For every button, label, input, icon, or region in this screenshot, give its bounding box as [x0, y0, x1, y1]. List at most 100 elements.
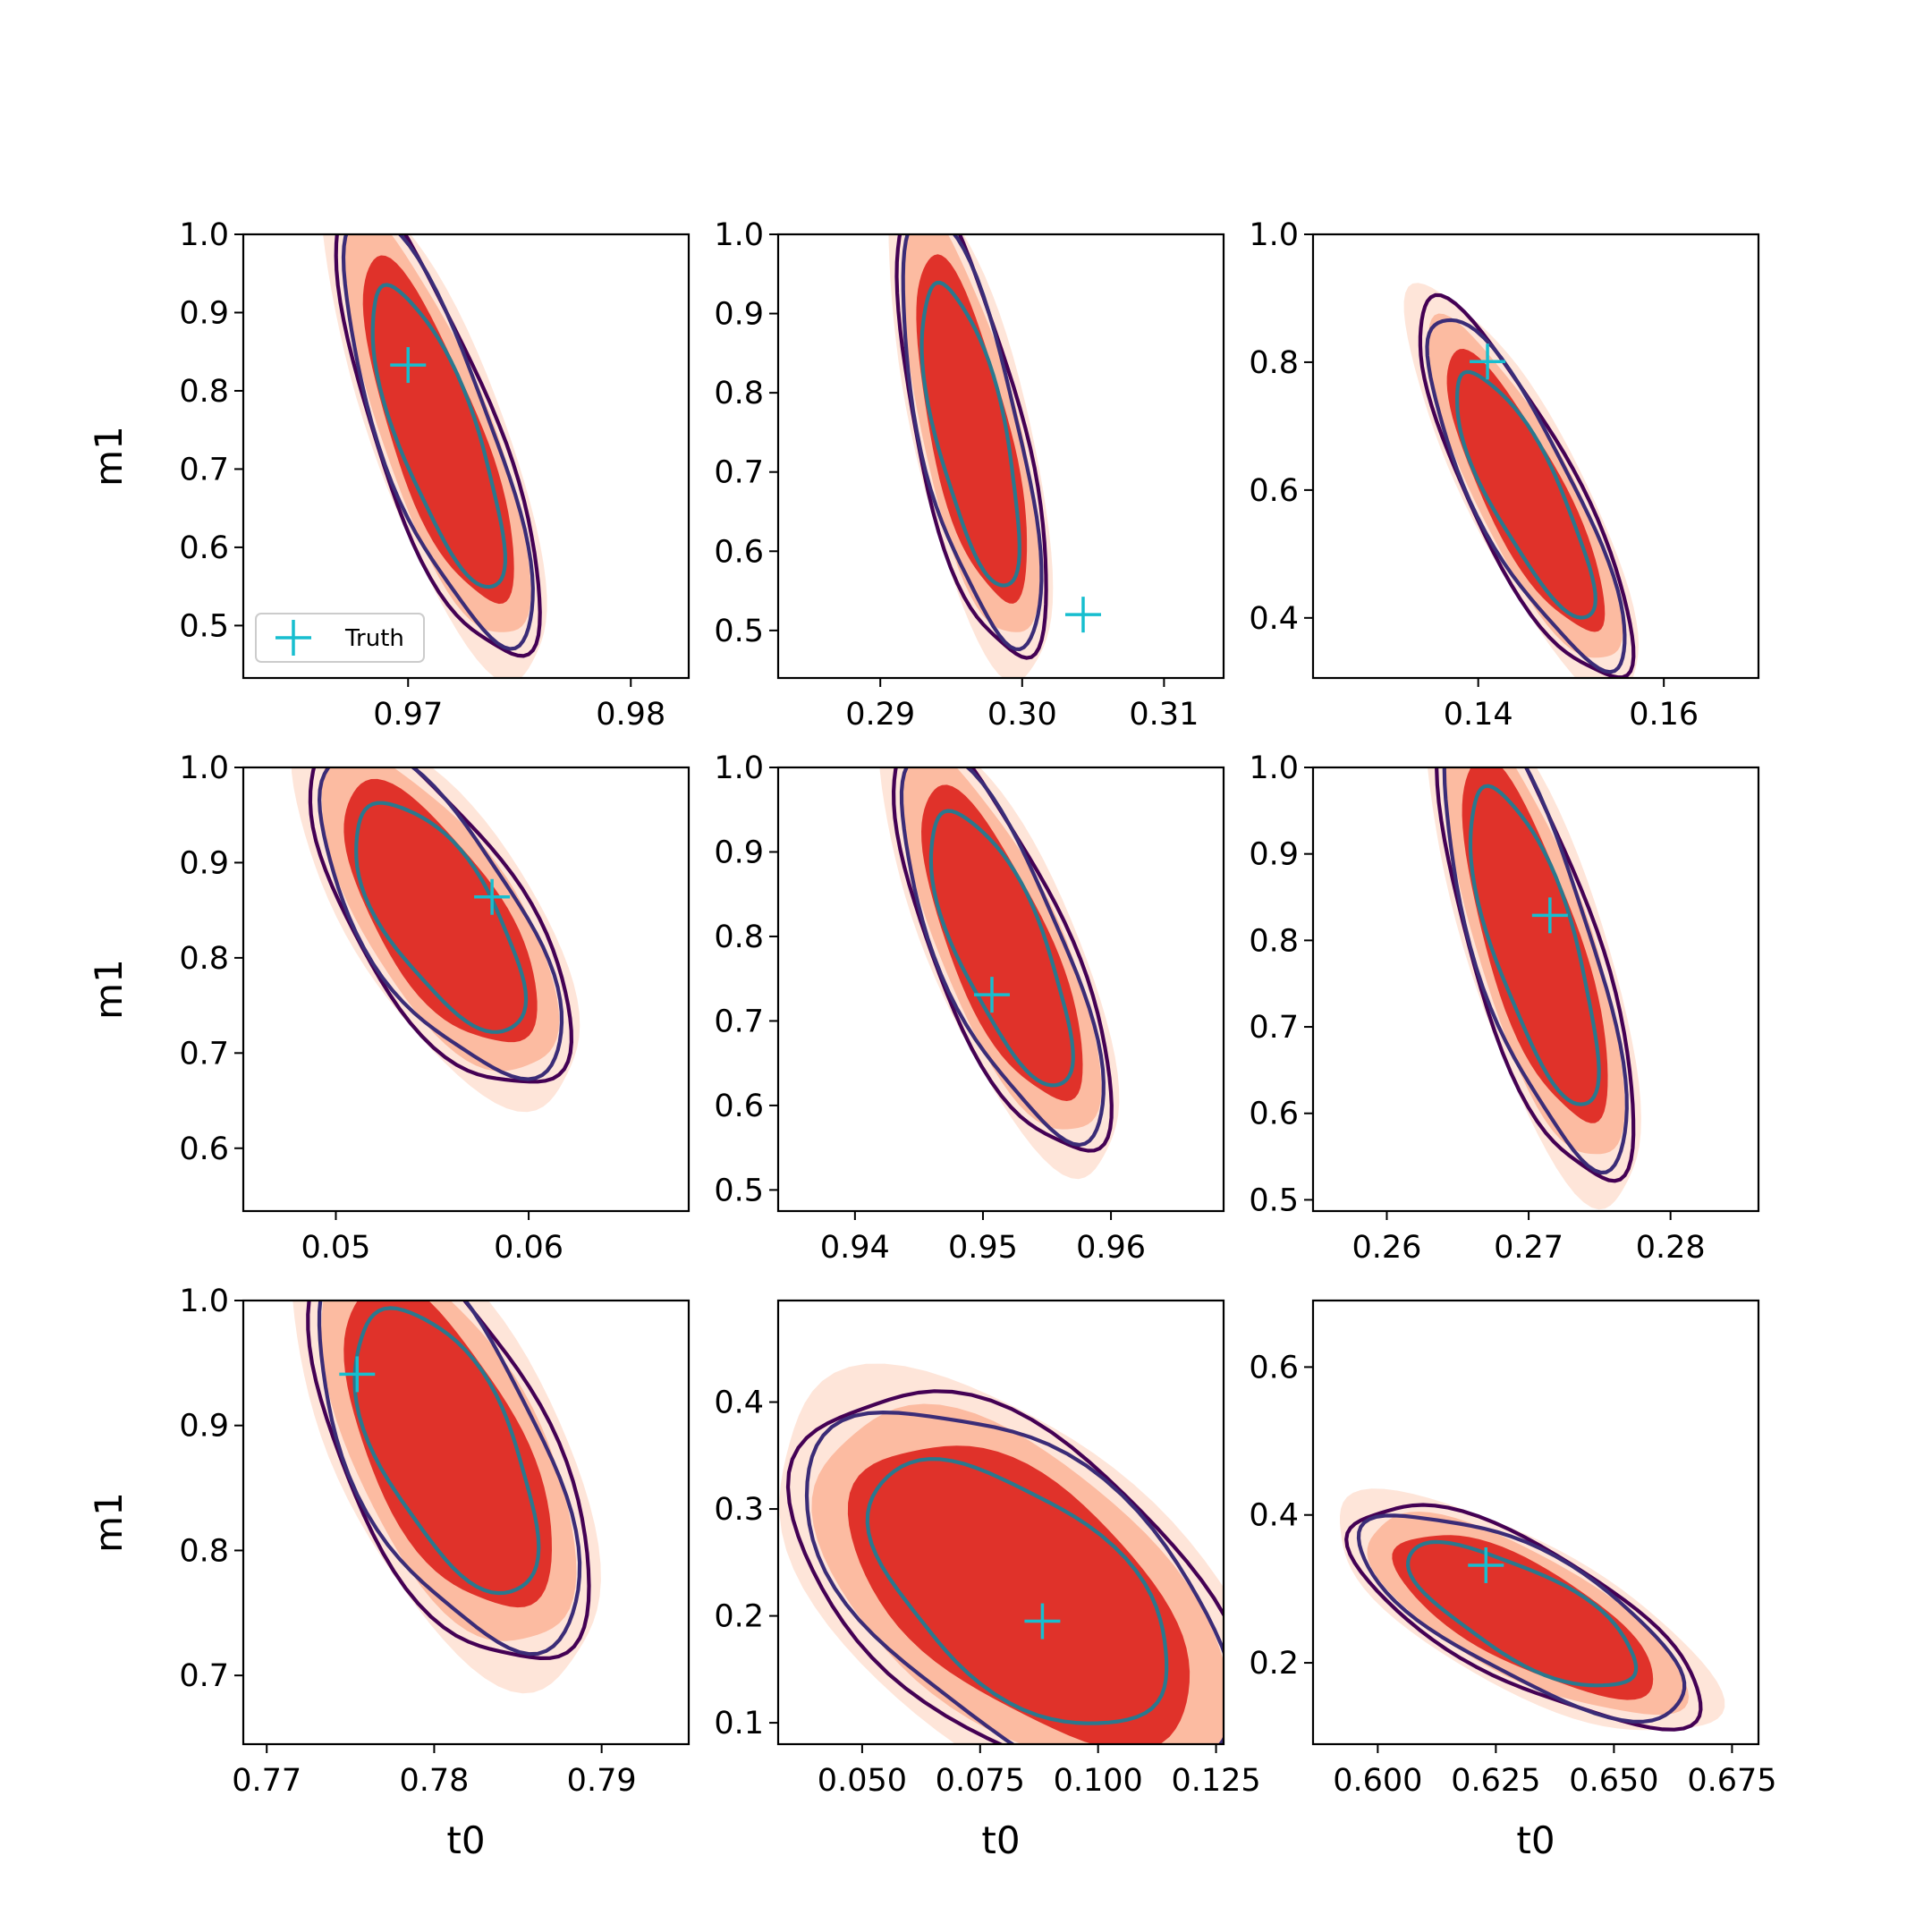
- y-tick-label: 0.4: [1249, 601, 1299, 637]
- subplot-6: 0.26 0.27 0.28 0.5 0.6 0.7 0.8 0.9 1.0: [1249, 750, 1760, 1266]
- subplot-9: 0.600 0.625 0.650 0.675 0.2 0.4 0.6 t0: [1249, 1299, 1777, 1862]
- y-tick-label: 0.4: [714, 1385, 764, 1421]
- y-tick-label: 1.0: [714, 750, 764, 786]
- y-tick-label: 0.5: [179, 608, 229, 644]
- axes-frame: [1311, 766, 1760, 1213]
- subplot-4: 0.05 0.06 0.6 0.7 0.8 0.9 1.0 m1: [87, 750, 691, 1266]
- contour-group: [888, 234, 1054, 678]
- y-tick-label: 0.5: [714, 614, 764, 649]
- axes-frame: [242, 233, 691, 680]
- x-tick-label: 0.77: [232, 1763, 301, 1799]
- truth-marker: [474, 878, 511, 915]
- contour-line-mid: [804, 1411, 1224, 1744]
- x-tick-label: 0.050: [818, 1763, 907, 1799]
- density-fill-inner: [1462, 767, 1608, 1123]
- y-tick-label: 0.1: [714, 1706, 764, 1741]
- y-tick-label: 0.9: [714, 835, 764, 870]
- legend-label: Truth: [344, 625, 404, 652]
- x-axis-label: t0: [1516, 1818, 1555, 1862]
- x-tick-label: 0.96: [1076, 1230, 1146, 1266]
- y-tick-label: 0.9: [714, 297, 764, 333]
- x-tick-label: 0.650: [1569, 1763, 1658, 1799]
- y-tick-label: 0.7: [714, 455, 764, 491]
- y-tick-label: 0.7: [179, 452, 229, 487]
- x-tick-label: 0.600: [1333, 1763, 1422, 1799]
- contour-line-mid: [341, 234, 535, 651]
- y-tick-label: 0.6: [714, 534, 764, 570]
- truth-marker: [1064, 597, 1101, 633]
- contour-line-inner: [919, 280, 1021, 588]
- y-tick-label: 0.4: [1249, 1498, 1299, 1534]
- x-tick-label: 0.28: [1636, 1230, 1706, 1266]
- contour-line-mid: [1356, 1513, 1687, 1724]
- x-tick-label: 0.05: [301, 1230, 371, 1266]
- contour-line-mid: [899, 767, 1106, 1148]
- density-fill-inner: [916, 254, 1028, 604]
- truth-marker: [1470, 343, 1506, 380]
- x-tick-label: 0.97: [373, 697, 443, 733]
- y-tick-label: 0.6: [179, 1131, 229, 1167]
- y-tick-label: 1.0: [179, 1284, 229, 1319]
- x-axis-label: t0: [981, 1818, 1020, 1862]
- truth-marker: [973, 977, 1010, 1013]
- y-axis-label: m1: [87, 1492, 131, 1553]
- y-tick-label: 0.8: [179, 1533, 229, 1569]
- x-tick-label: 0.98: [596, 697, 665, 733]
- y-tick-label: 1.0: [179, 750, 229, 786]
- y-tick-label: 0.9: [179, 845, 229, 881]
- y-tick-label: 0.6: [714, 1089, 764, 1124]
- contour-line-mid: [1425, 318, 1627, 674]
- axes-frame: [776, 233, 1225, 680]
- y-tick-label: 0.2: [714, 1599, 764, 1635]
- x-tick-label: 0.625: [1451, 1763, 1540, 1799]
- density-fill-inner: [1446, 349, 1606, 632]
- y-tick-label: 0.6: [1249, 1097, 1299, 1132]
- y-tick-label: 0.6: [1249, 473, 1299, 509]
- y-tick-label: 0.8: [179, 941, 229, 977]
- subplot-3: 0.14 0.16 0.4 0.6 0.8 1.0: [1249, 217, 1760, 733]
- density-fill-inner: [343, 778, 538, 1043]
- y-tick-label: 0.7: [179, 1658, 229, 1694]
- y-tick-label: 0.7: [714, 1004, 764, 1039]
- y-tick-label: 0.6: [1249, 1350, 1299, 1385]
- contour-line-inner: [1468, 784, 1601, 1106]
- x-tick-label: 0.94: [820, 1230, 890, 1266]
- contour-group: [1403, 283, 1639, 678]
- truth-marker: [1531, 897, 1568, 934]
- contour-line-inner: [865, 1457, 1169, 1725]
- x-tick-label: 0.78: [399, 1763, 469, 1799]
- subplot-2: 0.29 0.30 0.31 0.5 0.6 0.7 0.8 0.9 1.0: [714, 217, 1225, 733]
- contour-group: [779, 1363, 1224, 1744]
- contour-line-inner: [1406, 1539, 1639, 1688]
- y-tick-label: 0.9: [179, 295, 229, 331]
- density-fill-inner: [847, 1445, 1191, 1744]
- legend: Truth: [255, 613, 425, 663]
- x-tick-label: 0.06: [494, 1230, 564, 1266]
- x-tick-label: 0.16: [1629, 697, 1699, 733]
- y-tick-label: 0.5: [1249, 1182, 1299, 1218]
- x-tick-label: 0.31: [1129, 697, 1199, 733]
- y-tick-label: 0.8: [714, 376, 764, 411]
- x-axis-label: t0: [446, 1818, 485, 1862]
- contour-line-inner: [352, 1306, 541, 1596]
- y-tick-label: 0.7: [1249, 1010, 1299, 1046]
- x-tick-label: 0.26: [1352, 1230, 1422, 1266]
- legend-marker: [275, 620, 311, 656]
- y-tick-label: 1.0: [714, 217, 764, 253]
- contour-line-mid: [317, 1301, 582, 1657]
- contour-group: [292, 1301, 601, 1694]
- x-tick-label: 0.79: [567, 1763, 637, 1799]
- contour-line-inner: [1455, 369, 1597, 620]
- contour-group: [879, 767, 1120, 1180]
- x-tick-label: 0.27: [1494, 1230, 1563, 1266]
- axes-frame: [776, 766, 1225, 1213]
- axes-frame: [1311, 233, 1760, 680]
- subplot-8: 0.050 0.075 0.100 0.125 0.1 0.2 0.3 0.4 t0: [714, 1299, 1261, 1862]
- x-tick-label: 0.14: [1444, 697, 1513, 733]
- axes-frame: [242, 766, 691, 1213]
- y-axis-label: m1: [87, 426, 131, 487]
- y-axis-label: m1: [87, 959, 131, 1020]
- truth-marker: [390, 347, 427, 384]
- y-tick-label: 0.6: [179, 530, 229, 566]
